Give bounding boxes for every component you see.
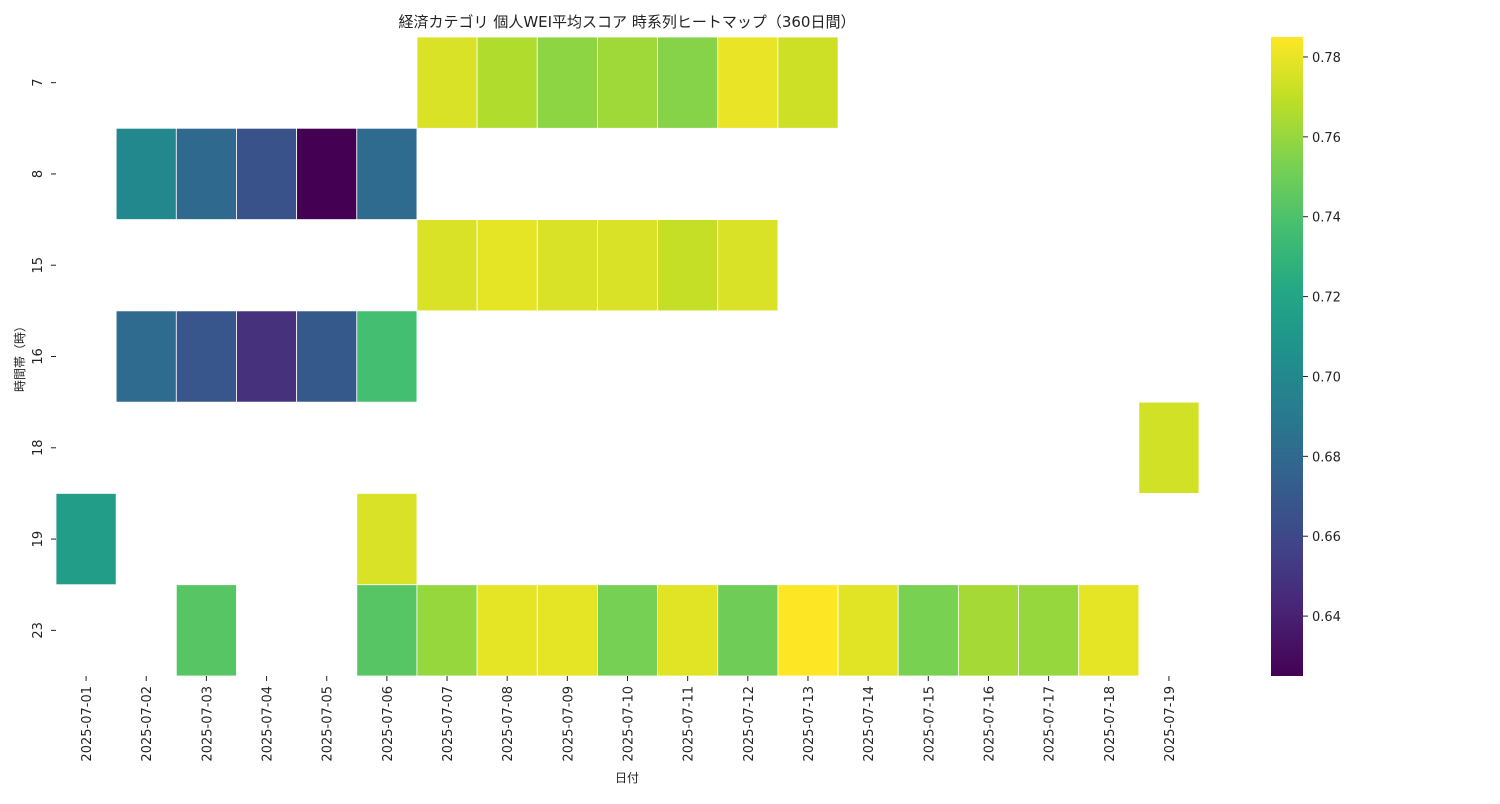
heatmap-cell xyxy=(175,584,237,677)
colorbar-tick-label: 0.76 xyxy=(1312,131,1341,146)
x-tick-label: 2025-07-19 xyxy=(1163,686,1178,762)
colorbar-tick-label: 0.64 xyxy=(1312,610,1341,625)
heatmap-cell xyxy=(536,584,598,677)
heatmap-cell xyxy=(296,127,358,220)
heatmap-cell xyxy=(597,584,658,677)
heatmap-cell xyxy=(657,219,719,312)
colorbar-tick-label: 0.68 xyxy=(1312,450,1341,465)
heatmap-cell xyxy=(536,219,598,312)
heatmap-cell xyxy=(476,219,538,312)
y-tick-label: 18 xyxy=(31,440,46,457)
y-tick-label: 23 xyxy=(31,622,46,639)
heatmap-cell xyxy=(657,584,719,677)
x-tick-label: 2025-07-12 xyxy=(742,686,757,762)
heatmap-cell xyxy=(416,584,478,677)
x-tick-label: 2025-07-03 xyxy=(200,686,215,762)
y-tick-label: 7 xyxy=(31,79,46,87)
x-tick-label: 2025-07-05 xyxy=(321,686,336,762)
heatmap-cell xyxy=(777,584,839,677)
x-axis-ticks: 2025-07-01 2025-07-02 2025-07-03 2025-07-04… xyxy=(80,676,1178,762)
heatmap-cell xyxy=(416,219,478,312)
heatmap-cell xyxy=(55,493,117,586)
heatmap-cell xyxy=(717,584,779,677)
heatmap-cell xyxy=(236,127,298,220)
heatmap-cell xyxy=(175,127,237,220)
colorbar-tick-label: 0.74 xyxy=(1312,211,1341,226)
heatmap-cell xyxy=(1138,401,1200,494)
y-tick-label: 16 xyxy=(31,348,46,365)
colorbar-tick-label: 0.72 xyxy=(1312,291,1341,306)
x-tick-label: 2025-07-11 xyxy=(682,686,697,762)
x-tick-label: 2025-07-17 xyxy=(1043,686,1058,762)
heatmap-cell xyxy=(957,584,1019,677)
heatmap-cell xyxy=(356,310,418,403)
x-axis-label: 日付 xyxy=(615,771,639,785)
x-tick-label: 2025-07-08 xyxy=(501,686,516,762)
y-tick-label: 15 xyxy=(31,257,46,274)
heatmap-cell xyxy=(356,127,418,220)
heatmap-cell xyxy=(536,36,598,129)
x-tick-label: 2025-07-02 xyxy=(140,686,155,762)
y-tick-label: 19 xyxy=(31,531,46,548)
x-tick-label: 2025-07-13 xyxy=(802,686,817,762)
y-tick-label: 8 xyxy=(31,170,46,178)
colorbar-tick-label: 0.70 xyxy=(1312,370,1341,385)
heatmap-cell xyxy=(1018,584,1080,677)
heatmap-cell xyxy=(1078,584,1140,677)
heatmap-cell xyxy=(416,36,478,129)
x-tick-label: 2025-07-04 xyxy=(261,686,276,762)
x-tick-label: 2025-07-01 xyxy=(80,686,95,762)
colorbar-gradient xyxy=(1271,37,1303,676)
heatmap-cell xyxy=(897,584,959,677)
x-tick-label: 2025-07-10 xyxy=(622,686,637,762)
heatmap-cell xyxy=(356,584,418,677)
x-tick-label: 2025-07-15 xyxy=(922,686,937,762)
heatmap-cell xyxy=(597,219,658,312)
colorbar-tick-label: 0.78 xyxy=(1312,51,1341,66)
x-tick-label: 2025-07-16 xyxy=(982,686,997,762)
colorbar-tick-label: 0.66 xyxy=(1312,530,1341,545)
heatmap-cells xyxy=(55,36,1200,677)
heatmap-cell xyxy=(657,36,719,129)
heatmap-cell xyxy=(115,310,177,403)
heatmap-cell xyxy=(717,219,779,312)
x-tick-label: 2025-07-09 xyxy=(561,686,576,762)
heatmap-cell xyxy=(296,310,358,403)
chart-title: 経済カテゴリ 個人WEI平均スコア 時系列ヒートマップ（360日間） xyxy=(399,13,856,31)
heatmap-cell xyxy=(236,310,298,403)
heatmap-cell xyxy=(837,584,899,677)
x-tick-label: 2025-07-18 xyxy=(1103,686,1118,762)
x-tick-label: 2025-07-14 xyxy=(862,686,877,762)
heatmap-cell xyxy=(175,310,237,403)
y-axis-ticks: 7 8 15 16 18 19 23 xyxy=(31,79,56,639)
x-tick-label: 2025-07-07 xyxy=(441,686,456,762)
heatmap-cell xyxy=(717,36,779,129)
heatmap-cell xyxy=(597,36,658,129)
heatmap-cell xyxy=(476,584,538,677)
colorbar-ticks: 0.64 0.66 0.68 0.70 0.72 0.74 0.76 0.78 xyxy=(1303,51,1341,625)
heatmap-cell xyxy=(777,36,839,129)
y-axis-label: 時間帯（時） xyxy=(13,320,27,392)
heatmap-cell xyxy=(476,36,538,129)
heatmap-cell xyxy=(356,493,418,586)
colorbar: 0.64 0.66 0.68 0.70 0.72 0.74 0.76 0.78 xyxy=(1271,37,1341,676)
heatmap-cell xyxy=(115,127,177,220)
x-tick-label: 2025-07-06 xyxy=(381,686,396,762)
